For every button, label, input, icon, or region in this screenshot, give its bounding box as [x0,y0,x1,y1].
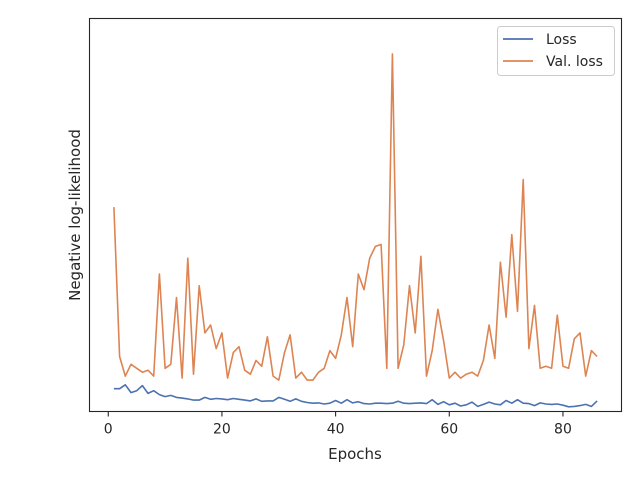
axes-frame [88,17,623,413]
x-tick-label: 0 [104,422,113,438]
legend: Loss Val. loss [497,26,615,76]
x-tick-label: 20 [213,422,231,438]
x-tick-label: 80 [554,422,572,438]
y-axis-label: Negative log-likelihood [66,129,84,301]
series-line [113,53,598,381]
series-loss [113,383,598,408]
series-line [113,383,598,408]
x-tick-label: 40 [327,422,345,438]
legend-label: Loss [546,32,577,48]
x-axis-ticks: 0 20 40 60 80 [104,411,572,438]
legend-label: Val. loss [546,54,603,70]
plot-area [113,53,598,408]
series-val-loss [113,53,598,381]
x-tick-label: 60 [440,422,458,438]
x-axis-label: Epochs [328,445,382,463]
